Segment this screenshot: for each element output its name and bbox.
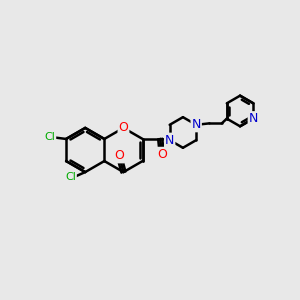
Text: O: O (114, 149, 124, 162)
Text: N: N (249, 112, 258, 125)
Text: O: O (118, 122, 128, 134)
Text: N: N (165, 134, 174, 147)
Text: O: O (157, 148, 167, 161)
Text: Cl: Cl (44, 133, 55, 142)
Text: N: N (191, 118, 201, 131)
Text: Cl: Cl (65, 172, 76, 182)
